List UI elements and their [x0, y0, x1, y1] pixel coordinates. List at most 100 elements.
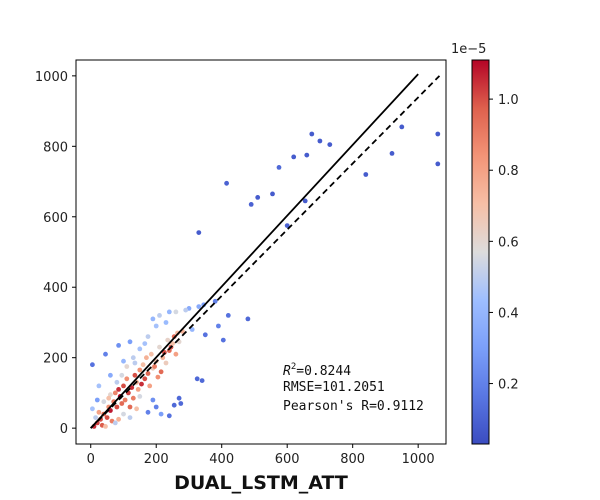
- colorbar-gradient: [471, 59, 490, 445]
- data-point: [145, 371, 151, 376]
- x-tick-label: 600: [275, 452, 300, 467]
- data-point: [137, 367, 143, 373]
- data-point: [137, 394, 143, 399]
- data-point: [212, 298, 218, 304]
- colorbar-tick-label: 0.8: [498, 164, 519, 179]
- data-point: [121, 411, 126, 417]
- data-point: [114, 404, 120, 410]
- data-point: [173, 351, 179, 357]
- data-point: [148, 351, 154, 357]
- pearson-text: Pearson's R=0.9112: [283, 399, 424, 414]
- x-tick-label: 0: [87, 452, 95, 467]
- y-tick-label: 0: [60, 422, 68, 437]
- data-point: [119, 401, 125, 406]
- data-point: [165, 337, 171, 343]
- data-point: [435, 161, 441, 167]
- data-point: [173, 309, 179, 315]
- data-point: [103, 351, 108, 357]
- data-point: [127, 339, 133, 345]
- data-point: [142, 341, 148, 346]
- data-point: [124, 376, 130, 382]
- data-point: [116, 387, 121, 392]
- data-point: [121, 383, 126, 389]
- y-tick-label: 1000: [35, 70, 68, 85]
- colorbar-exponent: 1e−5: [451, 42, 486, 57]
- data-point: [139, 381, 144, 387]
- colorbar: 0.2 0.4 0.6 0.8 1.0 1e−5: [451, 42, 519, 445]
- data-point: [183, 307, 189, 313]
- data-point: [435, 131, 441, 137]
- data-point: [137, 346, 143, 352]
- data-point: [140, 362, 146, 368]
- colorbar-tick-label: 0.6: [498, 235, 519, 250]
- x-tick-label: 200: [144, 452, 169, 467]
- data-point: [304, 152, 310, 158]
- rmse-text: RMSE=101.2051: [283, 380, 385, 395]
- data-point: [302, 198, 308, 204]
- r2-text: R2=0.8244: [283, 362, 351, 379]
- data-point: [134, 406, 140, 412]
- data-point: [171, 402, 177, 408]
- data-point: [114, 379, 120, 385]
- data-point: [166, 413, 172, 419]
- data-point: [170, 341, 176, 346]
- data-point: [104, 415, 110, 420]
- data-point: [176, 395, 182, 401]
- data-point: [121, 358, 126, 364]
- plot-area: 0 200 400 600 800 1000 0 200 400 600 800 1000: [35, 59, 447, 467]
- data-point: [90, 406, 95, 412]
- data-point: [155, 374, 161, 380]
- y-tick-label: 400: [43, 281, 68, 296]
- data-point: [108, 372, 113, 378]
- data-point: [309, 131, 315, 137]
- data-point: [224, 180, 230, 186]
- data-point: [158, 369, 164, 375]
- y-axis-ticks: 0 200 400 600 800 1000: [35, 70, 76, 437]
- data-point: [101, 399, 107, 405]
- data-point: [122, 397, 128, 403]
- data-point: [157, 313, 162, 318]
- data-point: [130, 395, 136, 401]
- data-point: [189, 327, 195, 332]
- data-point: [248, 202, 254, 207]
- data-point: [158, 411, 164, 417]
- colorbar-tick-label: 0.2: [498, 378, 519, 393]
- data-point: [147, 383, 153, 389]
- data-point: [124, 364, 130, 369]
- y-tick-label: 800: [43, 140, 68, 155]
- data-point: [270, 191, 275, 197]
- r2-symbol: R: [283, 364, 291, 379]
- data-point: [96, 409, 102, 415]
- reference-lines: [90, 73, 441, 429]
- data-point: [225, 313, 231, 318]
- stats-annotation: R2=0.8244 RMSE=101.2051 Pearson's R=0.91…: [283, 362, 424, 414]
- data-point: [116, 343, 121, 348]
- data-point: [291, 154, 297, 160]
- x-axis-ticks: 0 200 400 600 800 1000: [87, 444, 435, 467]
- data-point: [132, 372, 138, 378]
- plot-frame: [75, 59, 447, 445]
- data-point: [166, 309, 172, 315]
- fit-line: [90, 73, 419, 429]
- data-point: [199, 378, 205, 383]
- data-point: [145, 409, 151, 415]
- data-point: [130, 355, 136, 361]
- data-point: [135, 387, 141, 392]
- data-point: [245, 316, 251, 322]
- data-point: [152, 364, 158, 369]
- data-point: [327, 142, 333, 148]
- y-tick-label: 200: [43, 352, 68, 367]
- data-point: [127, 404, 133, 410]
- data-point: [220, 337, 226, 343]
- data-point: [116, 416, 121, 422]
- y-tick-label: 600: [43, 211, 68, 226]
- data-point: [153, 404, 159, 410]
- data-point: [90, 362, 95, 368]
- data-point: [153, 323, 159, 329]
- data-point: [145, 334, 151, 339]
- data-point: [93, 415, 98, 420]
- data-point: [399, 124, 405, 130]
- colorbar-tick-label: 0.4: [498, 306, 519, 321]
- data-point: [255, 195, 261, 200]
